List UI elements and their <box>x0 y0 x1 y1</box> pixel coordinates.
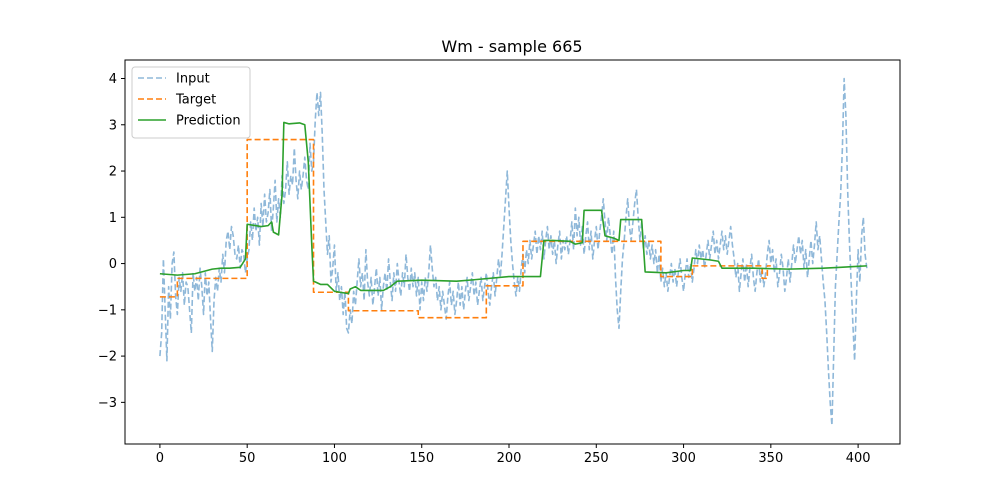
legend-label-target: Target <box>175 93 216 108</box>
legend-label-input: Input <box>176 72 210 87</box>
series-layer <box>159 77 868 427</box>
series-prediction-line <box>159 121 867 295</box>
x-axis: 0 50 100 150 200 250 300 350 400 <box>156 444 871 466</box>
chart-title: Wm - sample 665 <box>441 37 582 56</box>
series-target-line <box>159 138 771 319</box>
y-tick-label: 0 <box>109 257 117 272</box>
y-tick-label: 4 <box>109 72 117 87</box>
y-tick-label: −2 <box>98 350 117 365</box>
x-tick-label: 250 <box>584 451 609 466</box>
x-tick-label: 350 <box>758 451 783 466</box>
y-tick-label: −3 <box>98 396 117 411</box>
y-axis: −3 −2 −1 0 1 2 3 4 <box>98 72 125 411</box>
x-tick-label: 200 <box>497 451 522 466</box>
y-tick-label: −1 <box>98 303 117 318</box>
x-tick-label: 0 <box>156 451 164 466</box>
plot-area-frame <box>124 59 901 445</box>
legend: Input Target Prediction <box>131 66 251 139</box>
x-tick-label: 400 <box>846 451 871 466</box>
y-tick-label: 2 <box>109 165 117 180</box>
legend-label-prediction: Prediction <box>176 114 241 129</box>
x-tick-label: 150 <box>409 451 434 466</box>
y-tick-label: 3 <box>109 118 117 133</box>
series-input-line <box>159 77 868 427</box>
x-tick-label: 100 <box>322 451 347 466</box>
y-tick-label: 1 <box>109 211 117 226</box>
x-tick-label: 300 <box>671 451 696 466</box>
x-tick-label: 50 <box>239 451 256 466</box>
